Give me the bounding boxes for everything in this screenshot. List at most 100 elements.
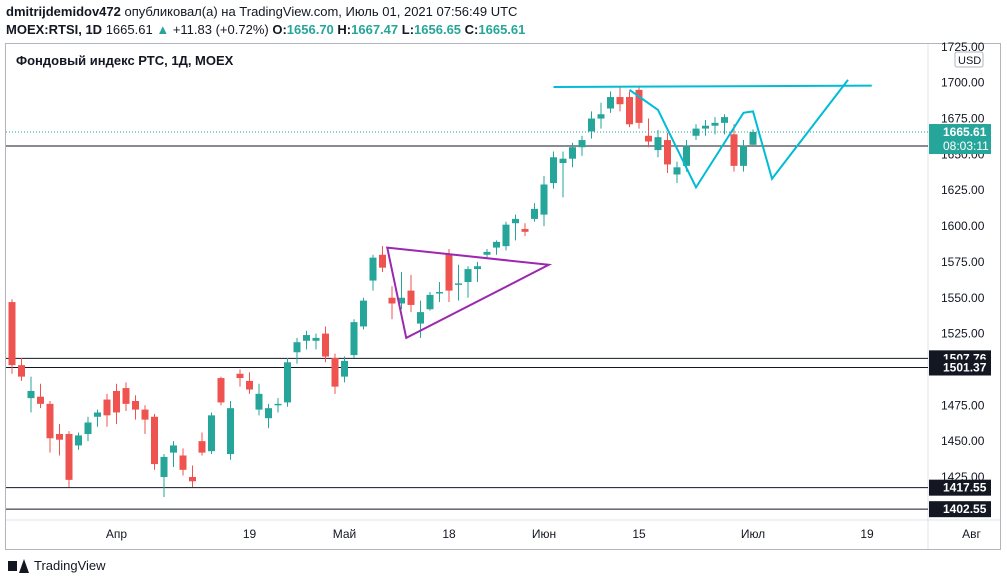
candle-up[interactable]: [293, 342, 301, 353]
level-price-label-box: [929, 359, 991, 376]
candle-up[interactable]: [160, 456, 168, 477]
candle-down[interactable]: [18, 365, 25, 377]
candle-down[interactable]: [217, 378, 225, 403]
candle-down[interactable]: [388, 297, 396, 304]
currency-box[interactable]: [954, 51, 984, 68]
level-price-label: 1501.37: [943, 360, 987, 374]
candle-down[interactable]: [179, 455, 187, 470]
candle-down[interactable]: [246, 380, 253, 390]
candle-down[interactable]: [8, 302, 16, 366]
candle-up[interactable]: [75, 435, 82, 446]
candle-up[interactable]: [673, 167, 681, 175]
candle-up[interactable]: [398, 297, 405, 304]
candle-up[interactable]: [274, 403, 282, 406]
candle-down[interactable]: [189, 476, 196, 482]
resistance-trendline[interactable]: [553, 84, 872, 89]
candle-up[interactable]: [227, 408, 234, 455]
candle-up[interactable]: [721, 117, 728, 123]
last-price-box: [929, 124, 991, 155]
candle-down[interactable]: [236, 373, 244, 379]
candle-up[interactable]: [749, 132, 757, 145]
level-price-label-box: [929, 479, 991, 496]
candle-down[interactable]: [113, 390, 120, 413]
candle-down[interactable]: [635, 89, 643, 123]
candle-up[interactable]: [426, 294, 434, 310]
candle-down[interactable]: [626, 97, 633, 125]
candle-down[interactable]: [322, 333, 329, 357]
candle-down[interactable]: [407, 290, 415, 305]
last-price: 1665.61: [105, 22, 153, 37]
tradingview-logo-icon: [8, 558, 30, 573]
x-tick-label: 19: [860, 527, 874, 541]
candle-up[interactable]: [341, 360, 348, 377]
candle-up[interactable]: [711, 122, 719, 126]
triangle-drawing[interactable]: [385, 246, 553, 340]
level-price-label: 1417.55: [943, 481, 987, 495]
candle-up[interactable]: [683, 145, 690, 166]
candle-up[interactable]: [360, 300, 367, 327]
candle-up[interactable]: [312, 337, 320, 341]
candle-up[interactable]: [502, 224, 510, 247]
candle-up[interactable]: [569, 147, 576, 159]
double-bottom-pattern[interactable]: [628, 79, 849, 190]
candle-down[interactable]: [331, 357, 339, 387]
candle-up[interactable]: [265, 408, 272, 419]
brand-name[interactable]: TradingView: [34, 558, 106, 573]
candle-down[interactable]: [664, 140, 671, 165]
candle-up[interactable]: [654, 137, 662, 151]
candle-up[interactable]: [550, 157, 557, 184]
author-name[interactable]: dmitrijdemidov472: [6, 4, 121, 19]
x-tick-label: Апр: [106, 527, 128, 541]
candle-up[interactable]: [559, 158, 567, 163]
candle-down[interactable]: [103, 399, 111, 416]
candle-up[interactable]: [208, 415, 215, 452]
candle-up[interactable]: [702, 125, 709, 129]
candle-up[interactable]: [540, 184, 548, 215]
candle-up[interactable]: [483, 251, 491, 255]
candle-down[interactable]: [122, 388, 130, 404]
candle-down[interactable]: [151, 416, 158, 465]
candle-up[interactable]: [27, 390, 35, 399]
candle-down[interactable]: [445, 254, 453, 291]
candle-up[interactable]: [531, 208, 538, 219]
candle-down[interactable]: [521, 228, 529, 232]
symbol-label[interactable]: MOEX:RTSI, 1D: [6, 22, 103, 37]
y-tick-label: 1675.00: [941, 112, 985, 126]
candle-down[interactable]: [37, 396, 44, 404]
candle-down[interactable]: [46, 403, 54, 439]
chart-title: Фондовый индекс РТС, 1Д, MOEX: [16, 53, 234, 68]
candle-up[interactable]: [369, 257, 377, 281]
level-price-label-box: [929, 501, 991, 518]
candle-up[interactable]: [417, 312, 424, 324]
candle-up[interactable]: [740, 145, 747, 166]
candle-down[interactable]: [132, 401, 139, 410]
candle-up[interactable]: [350, 322, 358, 356]
candle-up[interactable]: [578, 140, 586, 148]
candle-up[interactable]: [303, 335, 310, 341]
candle-down[interactable]: [616, 97, 624, 105]
candle-down[interactable]: [65, 433, 73, 480]
candle-down[interactable]: [379, 254, 386, 268]
candle-down[interactable]: [198, 441, 206, 453]
candle-up[interactable]: [84, 422, 92, 434]
y-tick-label: 1625.00: [941, 183, 985, 197]
candle-up[interactable]: [692, 128, 700, 136]
candle-down[interactable]: [56, 433, 63, 440]
candle-up[interactable]: [597, 114, 605, 119]
candle-down[interactable]: [730, 134, 738, 166]
candle-up[interactable]: [607, 97, 614, 109]
candle-up[interactable]: [455, 283, 462, 285]
candle-up[interactable]: [464, 269, 472, 282]
candle-up[interactable]: [436, 292, 443, 294]
candle-up[interactable]: [493, 241, 500, 248]
candle-up[interactable]: [255, 393, 263, 410]
candle-up[interactable]: [474, 266, 481, 270]
candle-up[interactable]: [588, 118, 595, 132]
candle-down[interactable]: [645, 135, 652, 142]
candle-up[interactable]: [170, 445, 177, 453]
candle-up[interactable]: [284, 362, 291, 403]
candle-up[interactable]: [512, 218, 519, 224]
candle-up[interactable]: [94, 412, 101, 417]
candle-down[interactable]: [141, 409, 149, 420]
